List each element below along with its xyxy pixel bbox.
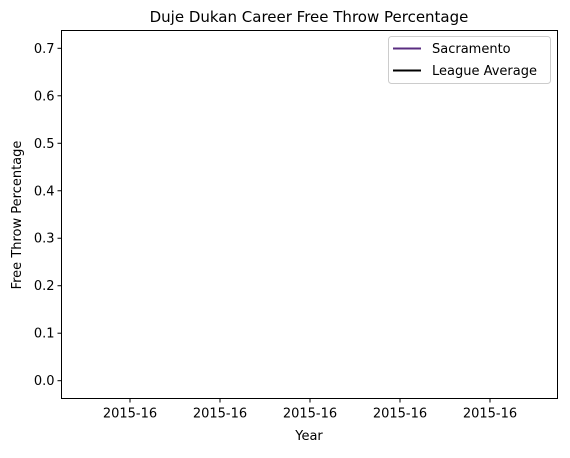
x-tick-label: 2015-16 (103, 407, 157, 422)
plot-area-frame (61, 30, 558, 399)
x-tick-label: 2015-16 (463, 407, 517, 422)
y-tick-label: 0.0 (34, 374, 55, 389)
y-tick-label: 0.6 (34, 89, 55, 104)
legend-frame (388, 36, 551, 84)
legend-label-sacramento: Sacramento (432, 42, 511, 57)
chart-title: Duje Dukan Career Free Throw Percentage (150, 8, 469, 26)
x-tick-label: 2015-16 (373, 407, 427, 422)
y-tick-label: 0.2 (34, 279, 55, 294)
y-tick-label: 0.1 (34, 327, 55, 342)
x-axis-label: Year (294, 429, 323, 444)
y-tick-label: 0.5 (34, 137, 55, 152)
y-tick-label: 0.4 (34, 184, 55, 199)
y-axis-label: Free Throw Percentage (10, 141, 25, 290)
x-tick-label: 2015-16 (283, 407, 337, 422)
legend: Sacramento League Average (388, 36, 551, 84)
x-axis-ticks: 2015-16 2015-16 2015-16 2015-16 2015-16 (103, 398, 517, 422)
y-axis-ticks: 0.0 0.1 0.2 0.3 0.4 0.5 0.6 0.7 (34, 42, 62, 389)
x-tick-label: 2015-16 (193, 407, 247, 422)
y-tick-label: 0.7 (34, 42, 55, 57)
legend-label-league-average: League Average (432, 64, 537, 79)
y-tick-label: 0.3 (34, 232, 55, 247)
